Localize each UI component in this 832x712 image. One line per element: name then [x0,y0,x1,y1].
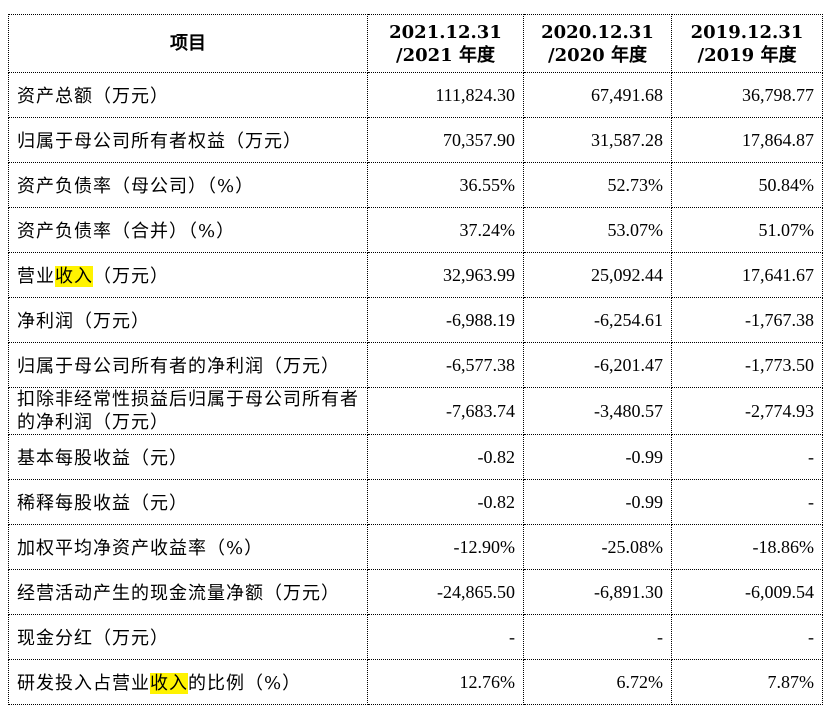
value-2021: 32,963.99 [367,252,524,298]
table-row: 研发投入占营业收入的比例（%） 12.76% 6.72% 7.87% [8,659,823,705]
row-label: 现金分红（万元） [8,614,368,660]
row-label: 资产负债率（合并）（%） [8,207,368,253]
value-2020: -6,201.47 [523,342,672,388]
value-2020: - [523,614,672,660]
value-2019: - [671,434,823,480]
value-2021: -12.90% [367,524,524,570]
value-2019: -6,009.54 [671,569,823,615]
table-row: 稀释每股收益（元） -0.82 -0.99 - [8,479,823,525]
table-row: 归属于母公司所有者权益（万元） 70,357.90 31,587.28 17,8… [8,117,823,163]
value-2021: 12.76% [367,659,524,705]
table-row: 资产负债率（合并）（%） 37.24% 53.07% 51.07% [8,207,823,253]
value-2020: 67,491.68 [523,72,672,118]
value-2019: 17,864.87 [671,117,823,163]
table-row: 资产负债率（母公司）（%） 36.55% 52.73% 50.84% [8,162,823,208]
table-row: 经营活动产生的现金流量净额（万元） -24,865.50 -6,891.30 -… [8,569,823,615]
value-2021: 70,357.90 [367,117,524,163]
value-2020: 6.72% [523,659,672,705]
value-2019: 50.84% [671,162,823,208]
value-2019: - [671,614,823,660]
row-label: 稀释每股收益（元） [8,479,368,525]
header-2021: 2021.12.31/2021 年度 [367,14,524,73]
value-2021: - [367,614,524,660]
value-2019: -2,774.93 [671,387,823,435]
row-label: 归属于母公司所有者的净利润（万元） [8,342,368,388]
table-row: 加权平均净资产收益率（%） -12.90% -25.08% -18.86% [8,524,823,570]
row-label: 资产总额（万元） [8,72,368,118]
table-row: 基本每股收益（元） -0.82 -0.99 - [8,434,823,480]
value-2019: -1,767.38 [671,297,823,343]
value-2021: 37.24% [367,207,524,253]
value-2021: -0.82 [367,479,524,525]
value-2020: -6,891.30 [523,569,672,615]
financial-table: 项目 2021.12.31/2021 年度 2020.12.31/2020 年度… [8,14,823,705]
table-row: 营业收入（万元） 32,963.99 25,092.44 17,641.67 [8,252,823,298]
row-label: 净利润（万元） [8,297,368,343]
value-2020: -3,480.57 [523,387,672,435]
value-2020: -6,254.61 [523,297,672,343]
value-2020: -0.99 [523,434,672,480]
row-label: 基本每股收益（元） [8,434,368,480]
highlight-mark: 收入 [150,673,188,694]
row-label: 资产负债率（母公司）（%） [8,162,368,208]
table-row: 归属于母公司所有者的净利润（万元） -6,577.38 -6,201.47 -1… [8,342,823,388]
value-2020: -25.08% [523,524,672,570]
row-label: 研发投入占营业收入的比例（%） [8,659,368,705]
row-label: 归属于母公司所有者权益（万元） [8,117,368,163]
table-row: 资产总额（万元） 111,824.30 67,491.68 36,798.77 [8,72,823,118]
header-2020: 2020.12.31/2020 年度 [523,14,672,73]
value-2020: 31,587.28 [523,117,672,163]
value-2019: 36,798.77 [671,72,823,118]
row-label: 营业收入（万元） [8,252,368,298]
value-2021: -24,865.50 [367,569,524,615]
value-2020: 53.07% [523,207,672,253]
value-2019: 7.87% [671,659,823,705]
value-2021: -0.82 [367,434,524,480]
value-2019: 51.07% [671,207,823,253]
highlight-mark: 收入 [55,266,93,287]
value-2021: 111,824.30 [367,72,524,118]
value-2020: 25,092.44 [523,252,672,298]
value-2021: -6,577.38 [367,342,524,388]
table-row: 扣除非经常性损益后归属于母公司所有者的净利润（万元） -7,683.74 -3,… [8,387,823,435]
value-2019: -1,773.50 [671,342,823,388]
header-2019: 2019.12.31/2019 年度 [671,14,823,73]
table-header-row: 项目 2021.12.31/2021 年度 2020.12.31/2020 年度… [8,14,823,73]
value-2019: 17,641.67 [671,252,823,298]
table-row: 现金分红（万元） - - - [8,614,823,660]
value-2020: -0.99 [523,479,672,525]
header-item: 项目 [8,14,368,73]
value-2021: -6,988.19 [367,297,524,343]
value-2021: -7,683.74 [367,387,524,435]
row-label: 加权平均净资产收益率（%） [8,524,368,570]
row-label: 经营活动产生的现金流量净额（万元） [8,569,368,615]
value-2020: 52.73% [523,162,672,208]
value-2019: -18.86% [671,524,823,570]
value-2021: 36.55% [367,162,524,208]
value-2019: - [671,479,823,525]
table-row: 净利润（万元） -6,988.19 -6,254.61 -1,767.38 [8,297,823,343]
row-label: 扣除非经常性损益后归属于母公司所有者的净利润（万元） [8,387,368,435]
